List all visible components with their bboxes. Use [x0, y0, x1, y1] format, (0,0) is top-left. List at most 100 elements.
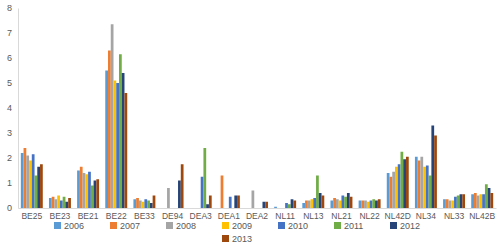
- x-tick: NL21: [331, 208, 352, 221]
- bar: [21, 153, 24, 208]
- x-axis: BE25BE23BE21BE22BE33DE94DEA3DEA1DEA2NL11…: [19, 208, 497, 221]
- x-tick: BE23: [50, 208, 71, 221]
- bar: [229, 197, 232, 208]
- bar: [265, 202, 268, 208]
- x-tick: NL13: [303, 208, 324, 221]
- bar: [333, 198, 336, 208]
- bar: [173, 208, 176, 209]
- bar: [68, 198, 71, 208]
- bar: [420, 157, 423, 208]
- bar: [375, 201, 378, 209]
- bar: [477, 196, 480, 209]
- legend-item: 2010: [278, 221, 308, 231]
- legend-item: 2006: [54, 221, 84, 231]
- y-tick-label: 2: [7, 153, 12, 163]
- x-tick-label: NL33: [444, 211, 465, 221]
- x-tick: DE94: [162, 208, 184, 221]
- bar: [403, 159, 406, 208]
- bar: [167, 188, 170, 208]
- bar: [108, 51, 111, 209]
- bar: [443, 199, 446, 208]
- y-tick-label: 0: [7, 203, 12, 213]
- bar: [178, 181, 181, 209]
- x-tick: NL22: [359, 208, 380, 221]
- legend-swatch: [334, 222, 341, 229]
- legend-swatch: [222, 222, 229, 229]
- bar: [395, 167, 398, 208]
- bar: [482, 194, 485, 208]
- bar: [65, 202, 68, 208]
- x-tick: NL42B: [469, 208, 495, 221]
- bar: [462, 194, 465, 208]
- legend-item: 2008: [166, 221, 196, 231]
- x-tick: NL33: [444, 208, 465, 221]
- bar: [80, 167, 83, 208]
- bar: [344, 197, 347, 208]
- x-axis-line: [19, 208, 497, 209]
- bars: [21, 24, 493, 208]
- x-tick: NL34: [416, 208, 437, 221]
- bar: [254, 208, 257, 209]
- bar: [285, 203, 288, 208]
- legend-swatch: [278, 222, 285, 229]
- bar: [390, 177, 393, 208]
- bar: [77, 171, 80, 209]
- bar: [282, 208, 285, 209]
- bar: [144, 199, 147, 208]
- bar: [451, 201, 454, 209]
- bar: [150, 203, 153, 208]
- bar-series: [26, 24, 479, 208]
- bar: [105, 71, 108, 209]
- bar: [252, 191, 255, 209]
- bar: [35, 176, 38, 209]
- legend-item: 2013: [222, 234, 252, 244]
- bar: [479, 194, 482, 208]
- bar: [359, 201, 362, 209]
- y-tick-label: 4: [7, 103, 12, 113]
- bar: [350, 197, 353, 208]
- bar: [139, 201, 142, 209]
- bar: [198, 208, 201, 209]
- x-tick: DEA2: [246, 208, 268, 221]
- bar-series: [32, 83, 485, 208]
- bar: [434, 136, 437, 209]
- legend-label: 2007: [120, 221, 140, 231]
- legend-label: 2009: [232, 221, 252, 231]
- bar: [280, 208, 283, 209]
- y-tick-label: 1: [7, 178, 12, 188]
- bar: [57, 196, 60, 209]
- bar: [237, 196, 240, 209]
- bar: [288, 204, 291, 208]
- y-tick-label: 3: [7, 128, 12, 138]
- bar: [223, 208, 226, 209]
- bar: [485, 184, 488, 208]
- bar: [147, 201, 150, 209]
- y-axis: 012345678: [7, 3, 19, 213]
- bar: [406, 157, 409, 208]
- bar: [319, 193, 322, 208]
- bar: [370, 201, 373, 209]
- x-tick-label: NL42B: [469, 211, 495, 221]
- x-tick: NL11: [275, 208, 295, 221]
- bar: [361, 201, 364, 209]
- bar: [49, 198, 52, 208]
- y-tick: 8: [7, 3, 18, 13]
- bar: [341, 196, 344, 209]
- bar: [392, 172, 395, 208]
- bar: [293, 201, 296, 209]
- bar: [457, 196, 460, 209]
- x-tick: NL42D: [385, 208, 411, 221]
- bar-series: [29, 81, 482, 209]
- x-tick: BE21: [78, 208, 99, 221]
- bar: [308, 201, 311, 209]
- bar: [122, 73, 125, 208]
- bar: [260, 208, 263, 209]
- bar: [322, 196, 325, 209]
- bar: [400, 152, 403, 208]
- bar: [29, 161, 32, 209]
- legend-label: 2006: [64, 221, 84, 231]
- bar: [32, 154, 35, 208]
- bar: [192, 208, 195, 209]
- legend-swatch: [222, 235, 229, 242]
- bar: [449, 201, 452, 209]
